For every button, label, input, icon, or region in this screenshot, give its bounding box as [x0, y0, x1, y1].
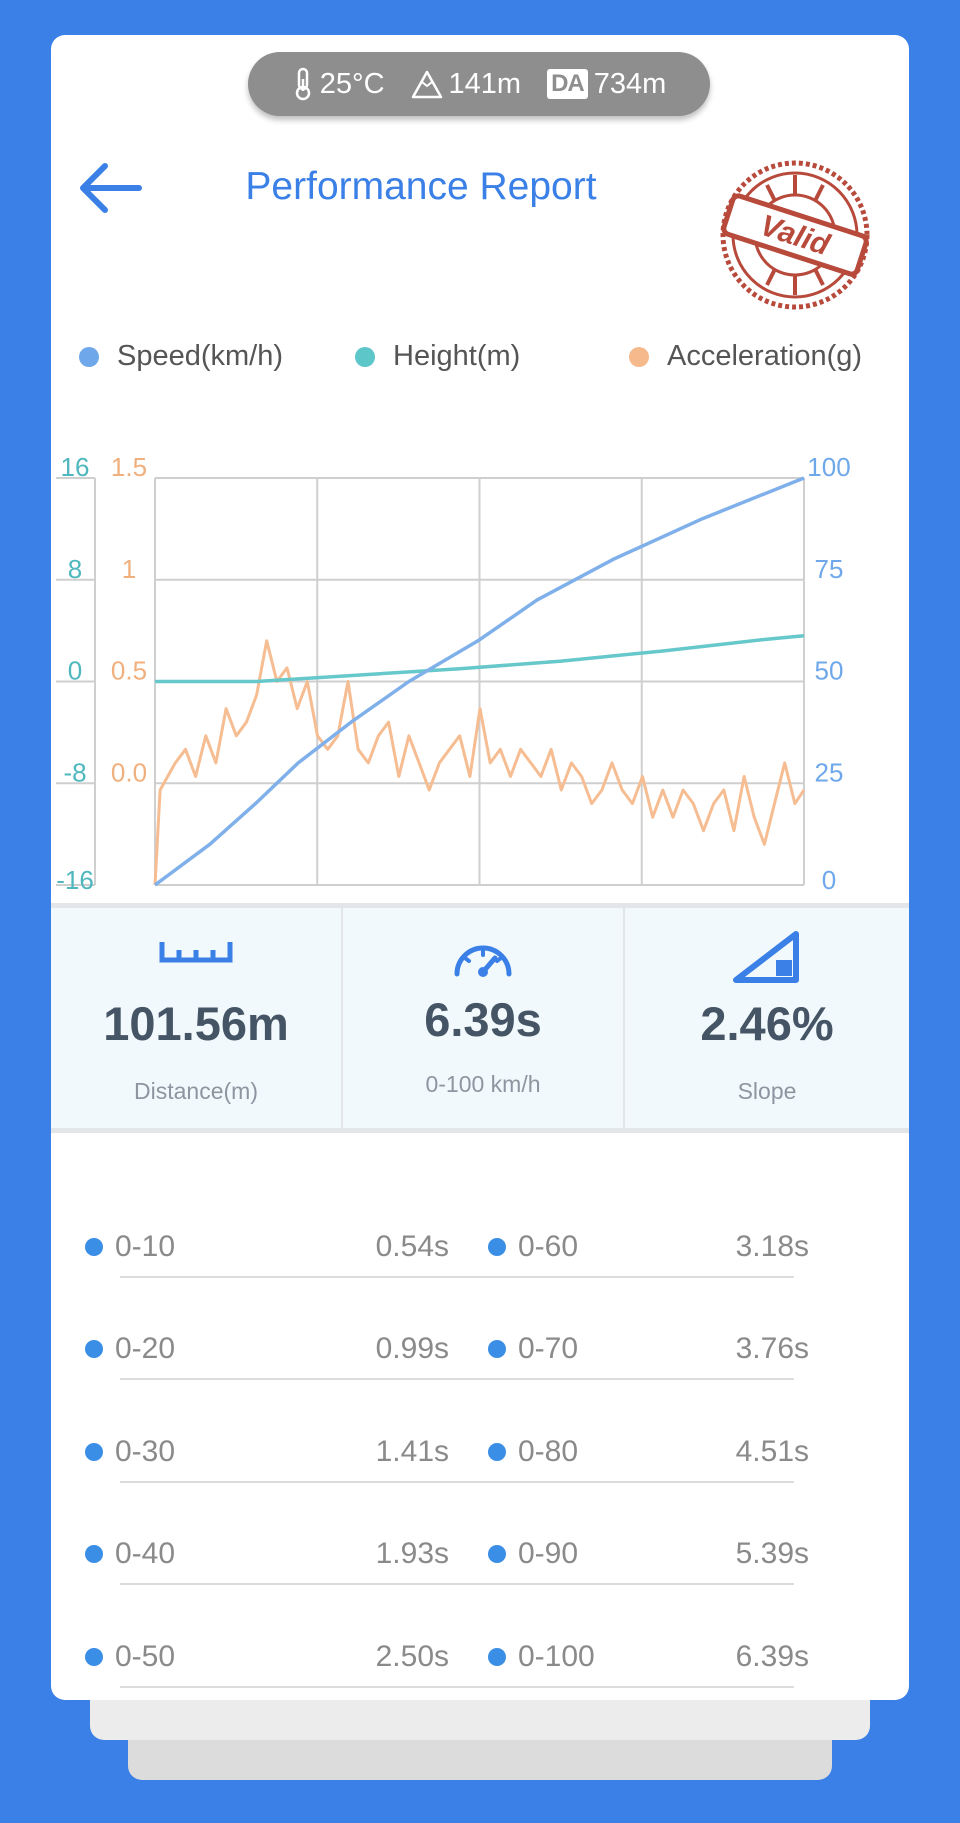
split-time: 1.41s [375, 1435, 449, 1468]
stat-divider [341, 908, 343, 1128]
height-tick-label: 16 [61, 452, 90, 482]
split-dot [85, 1238, 103, 1256]
split-dot [488, 1443, 506, 1461]
split-range: 0-30 [85, 1435, 175, 1469]
split-range: 0-60 [488, 1230, 578, 1264]
height-tick-label: 8 [68, 554, 82, 584]
split-separator [120, 1378, 794, 1380]
acceleration-tick-label: 0.5 [111, 656, 147, 686]
split-dot [488, 1340, 506, 1358]
split-time: 1.93s [375, 1537, 449, 1570]
split-separator [120, 1583, 794, 1585]
split-time: 5.39s [735, 1537, 809, 1570]
split-range: 0-10 [85, 1230, 175, 1264]
density-altitude-item: DA 734m [547, 68, 666, 101]
split-range: 0-40 [85, 1537, 175, 1571]
temperature-value: 25°C [319, 67, 385, 100]
speed-tick-label: 0 [822, 865, 836, 895]
zero-to-100-value: 6.39s [424, 993, 542, 1046]
back-arrow-icon[interactable] [75, 160, 143, 216]
performance-chart: 16 8 0 -8 -16 1.5 1 0.5 0.0 100 75 50 25 0 [56, 452, 851, 895]
stat-divider [623, 908, 625, 1128]
split-dot [85, 1648, 103, 1666]
mountain-icon [411, 70, 442, 99]
split-time: 3.76s [735, 1332, 809, 1365]
temperature-item: 25°C [292, 67, 385, 101]
report-card: 25°C 141m DA 734m Performance Report Val… [51, 35, 909, 1700]
split-time: 3.18s [735, 1230, 809, 1263]
split-dot [488, 1545, 506, 1563]
split-range: 0-20 [85, 1332, 175, 1366]
stat-distance: 101.56m Distance(m) [51, 908, 341, 1128]
speed-series-line [153, 476, 805, 887]
weather-pill: 25°C 141m DA 734m [248, 52, 710, 116]
stat-acceleration-time: 6.39s 0-100 km/h [343, 908, 623, 1128]
split-range: 0-80 [488, 1435, 578, 1469]
split-range: 0-90 [488, 1537, 578, 1571]
zero-to-100-label: 0-100 km/h [425, 1071, 541, 1097]
acceleration-series-line [153, 639, 806, 886]
density-altitude-badge: DA [547, 69, 588, 99]
distance-value: 101.56m [103, 997, 289, 1050]
slope-label: Slope [737, 1078, 797, 1104]
split-time: 0.99s [375, 1332, 449, 1365]
split-range: 0-50 [85, 1640, 175, 1674]
height-tick-label: 0 [68, 656, 82, 686]
legend-speed: Speed(km/h) [79, 340, 283, 373]
split-dot [85, 1443, 103, 1461]
legend-speed-dot [79, 346, 99, 367]
speed-tick-label: 50 [815, 656, 844, 686]
slope-value: 2.46% [700, 997, 834, 1050]
split-separator [120, 1276, 794, 1278]
slope-icon [733, 931, 799, 983]
legend-acceleration: Acceleration(g) [629, 340, 862, 373]
page-title: Performance Report [245, 165, 597, 208]
density-altitude-value: 734m [593, 67, 667, 100]
altitude-item: 141m [411, 67, 522, 101]
split-range: 0-70 [488, 1332, 578, 1366]
legend-height-dot [355, 346, 375, 367]
thermometer-icon [295, 67, 310, 101]
speed-tick-label: 75 [815, 554, 844, 584]
height-series-line [155, 633, 805, 684]
acceleration-tick-label: 0.0 [111, 757, 147, 787]
altitude-value: 141m [448, 67, 522, 100]
height-tick-label: -8 [63, 757, 86, 787]
split-range: 0-100 [488, 1640, 595, 1674]
split-time: 0.54s [375, 1230, 449, 1263]
legend-height: Height(m) [355, 340, 520, 373]
split-time: 2.50s [375, 1640, 449, 1673]
acceleration-tick-label: 1.5 [111, 452, 147, 482]
split-separator [120, 1481, 794, 1483]
speed-tick-label: 100 [807, 452, 850, 482]
distance-label: Distance(m) [134, 1078, 258, 1104]
split-time: 6.39s [735, 1640, 809, 1673]
ruler-icon [159, 942, 233, 963]
stats-panel: 101.56m Distance(m) 6.39s 0-100 km/h [51, 903, 909, 1133]
stat-slope: 2.46% Slope [625, 908, 909, 1128]
split-dot [488, 1648, 506, 1666]
split-separator [120, 1686, 794, 1688]
acceleration-tick-label: 1 [122, 554, 136, 584]
split-dot [85, 1340, 103, 1358]
legend-acceleration-label: Acceleration(g) [667, 340, 863, 372]
speedometer-icon [454, 945, 512, 977]
speed-tick-label: 25 [815, 757, 844, 787]
legend-height-label: Height(m) [393, 340, 521, 372]
valid-stamp: Valid [720, 160, 870, 310]
height-tick-label: -16 [56, 865, 94, 895]
legend-speed-label: Speed(km/h) [117, 340, 284, 372]
split-dot [488, 1238, 506, 1256]
split-dot [85, 1545, 103, 1563]
split-time: 4.51s [735, 1435, 809, 1468]
legend-acceleration-dot [629, 346, 649, 367]
